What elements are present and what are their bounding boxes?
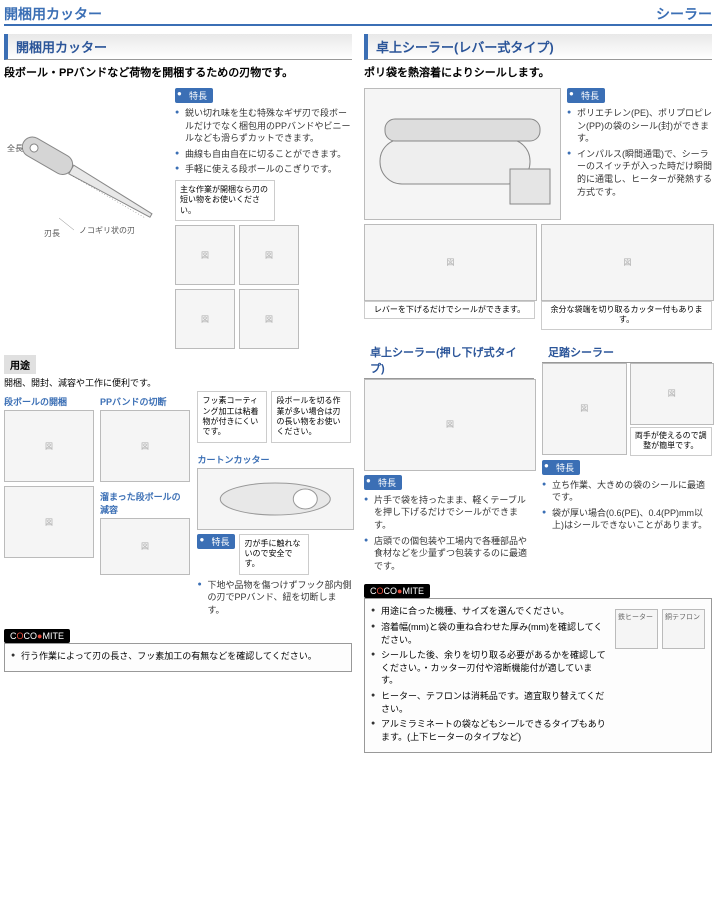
left-column: 開梱用カッター 段ボール・PPバンドなど荷物を開梱するための刃物です。 ノコギリ… [4, 34, 352, 753]
feature-badge: 特長 [567, 88, 605, 103]
advice-item: 行う作業によって刃の長さ、フッ素加工の有無などを確認してください。 [11, 650, 345, 663]
feature-item: 曲線も自由自在に切ることができます。 [175, 148, 352, 161]
coco-badge: COCO●MITE [364, 584, 430, 598]
usage-illus: 図 [175, 225, 235, 285]
header-left: 開梱用カッター [4, 4, 102, 24]
right-feature-list: ポリエチレン(PE)、ポリプロピレン(PP)の袋のシール(封)ができます。 イン… [567, 107, 712, 198]
feature-badge: 特長 [175, 88, 213, 103]
header-right: シーラー [656, 4, 712, 24]
feature-item: 立ち作業、大きめの袋のシールに最適です。 [542, 479, 712, 504]
sealer-illus [364, 88, 561, 220]
sub2-note: 両手が使えるので調整が簡単です。 [630, 427, 713, 456]
advice-item: シールした後、余りを切り取る必要があるかを確認してください。・カッター刃付や溶断… [371, 649, 609, 687]
sub2-feature-list: 立ち作業、大きめの袋のシールに最適です。 袋が厚い場合(0.6(PE)、0.4(… [542, 479, 712, 532]
cutter-caption: 余分な袋端を切り取るカッター付もあります。 [541, 301, 712, 330]
carton-title: カートンカッター [197, 453, 352, 466]
feature-item: 手軽に使える段ボールのこぎりです。 [175, 163, 352, 176]
advice-item: アルミラミネートの袋などもシールできるタイプもあります。(上下ヒーターのタイプな… [371, 718, 609, 743]
teflon-illus: 銅テフロン [662, 609, 705, 649]
feature-item: 下地や品物を傷つけずフック部内側の刃でPPバンド、紐を切断します。 [197, 579, 352, 617]
advice-box: 行う作業によって刃の長さ、フッ素加工の有無などを確認してください。 [4, 643, 352, 673]
advice-item: 溶着幅(mm)と袋の重ね合わせた厚み(mm)を確認してください。 [371, 621, 609, 646]
pp-note: フッ素コーティング加工は粘着物が付きにくいです。 [197, 391, 267, 443]
cutter-illustration: ノコギリ状の刃 全長 刃長 [4, 88, 169, 268]
heater-illus: 鉄ヒーター [615, 609, 658, 649]
carton-illus [197, 468, 354, 530]
blade-note: 段ボールを切る作業が多い場合は刃の長い物をお使いください。 [271, 391, 351, 443]
feature-item: インパルス(瞬間通電)で、シーラーのスイッチが入った時だけ瞬間的に通電し、ヒータ… [567, 148, 712, 198]
usage-illus: 図 [239, 225, 299, 285]
usage-illus: 図 [4, 410, 94, 482]
right-column: 卓上シーラー(レバー式タイプ) ポリ袋を熱溶着によりシールします。 特長 ポリエ… [364, 34, 712, 753]
annot-length: 全長 [7, 143, 23, 154]
usage-text: 開梱、開封、減容や工作に便利です。 [4, 376, 352, 389]
feature-item: 鋭い切れ味を生む特殊なギザ刃で段ボールだけでなく梱包用のPPバンドやビニールなど… [175, 107, 352, 145]
right-lead: ポリ袋を熱溶着によりシールします。 [364, 64, 712, 80]
left-section-title: 開梱用カッター [4, 34, 352, 60]
lever-caption: レバーを下げるだけでシールができます。 [364, 301, 535, 319]
carton-feature-list: 下地や品物を傷つけずフック部内側の刃でPPバンド、紐を切断します。 [197, 579, 352, 617]
usage-illus: 図 [175, 289, 235, 349]
advice-item: 用途に合った機種、サイズを選んでください。 [371, 605, 609, 618]
lever-illus: 図 [364, 224, 537, 301]
feature-item: 袋が厚い場合(0.6(PE)、0.4(PP)mm以上)はシールできないことがあり… [542, 507, 712, 532]
feature-item: 片手で袋を持ったまま、軽くテーブルを押し下げるだけでシールができます。 [364, 494, 534, 532]
usage-title: PPバンドの切断 [100, 395, 188, 408]
foot-illus: 図 [542, 363, 627, 455]
sub2-badge: 特長 [542, 460, 580, 475]
left-feature-list: 鋭い切れ味を生む特殊なギザ刃で段ボールだけでなく梱包用のPPバンドやビニールなど… [175, 107, 352, 176]
annot-saw: ノコギリ状の刃 [79, 225, 135, 235]
feature-item: 店頭での個包装や工場内で各種部品や食材などを少量ずつ包装するのに最適です。 [364, 535, 534, 573]
usage-illus: 図 [239, 289, 299, 349]
coco-badge: COCO●MITE [4, 629, 70, 643]
sub2-title: 足踏シーラー [542, 342, 712, 363]
main-note: 主な作業が開梱なら刃の短い物をお使いください。 [175, 180, 275, 221]
left-lead: 段ボール・PPバンドなど荷物を開梱するための刃物です。 [4, 64, 352, 80]
feature-item: ポリエチレン(PE)、ポリプロピレン(PP)の袋のシール(封)ができます。 [567, 107, 712, 145]
usage-label: 用途 [4, 355, 36, 374]
annot-blade-len: 刃長 [44, 228, 60, 239]
usage-title: 段ボールの開梱 [4, 395, 92, 408]
sub1-badge: 特長 [364, 475, 402, 490]
usage-title: 溜まった段ボールの減容 [100, 490, 188, 516]
pushdown-illus: 図 [364, 379, 536, 471]
usage-illus: 図 [100, 410, 190, 482]
advice-item: ヒーター、テフロンは消耗品です。適宜取り替えてください。 [371, 690, 609, 715]
right-section-title: 卓上シーラー(レバー式タイプ) [364, 34, 712, 60]
usage-illus: 図 [100, 518, 190, 575]
sub1-feature-list: 片手で袋を持ったまま、軽くテーブルを押し下げるだけでシールができます。 店頭での… [364, 494, 534, 573]
carton-badge: 特長 [197, 534, 235, 549]
foot-illus-2: 図 [630, 363, 715, 425]
carton-note: 刃が手に触れないので安全です。 [239, 534, 309, 575]
usage-illus: 図 [4, 486, 94, 558]
cutter-illus: 図 [541, 224, 714, 301]
sub1-title: 卓上シーラー(押し下げ式タイプ) [364, 342, 534, 379]
advice-box: 用途に合った機種、サイズを選んでください。 溶着幅(mm)と袋の重ね合わせた厚み… [364, 598, 712, 753]
